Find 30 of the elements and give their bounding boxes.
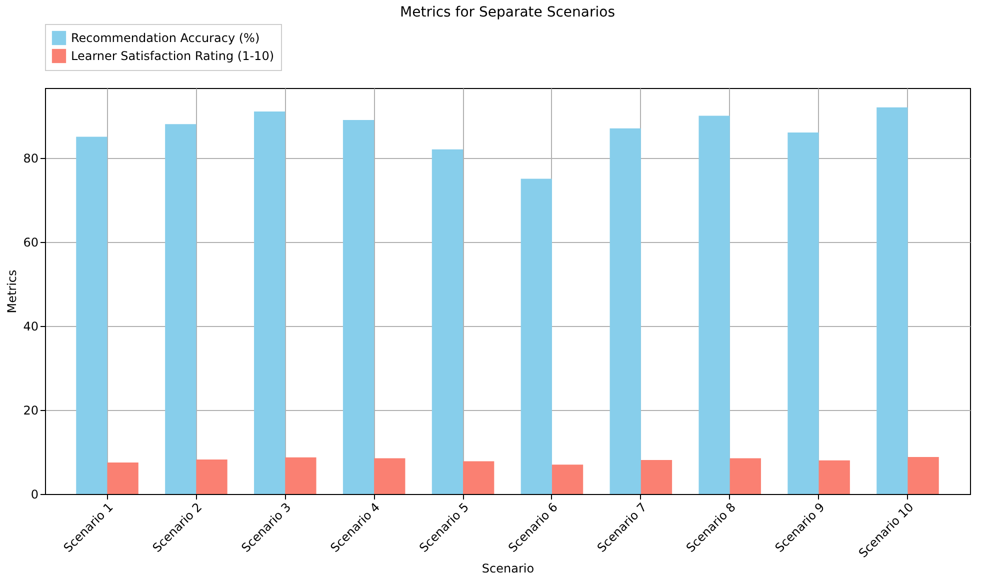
bar [610,128,641,494]
x-axis-title: Scenario [482,562,534,576]
bar [76,136,108,494]
y-tick-label: 0 [30,488,38,502]
bar [640,460,672,494]
bar [374,458,406,494]
y-tick-label: 40 [23,319,38,334]
bar [908,457,939,494]
bar [432,149,464,494]
bar [730,458,761,494]
chart-title: Metrics for Separate Scenarios [400,4,615,20]
y-tick-label: 80 [23,151,38,166]
bar [254,112,286,494]
bar [107,462,138,494]
bar [196,460,228,494]
bar [520,178,552,494]
legend-label: Recommendation Accuracy (%) [71,31,260,45]
bar [342,120,374,494]
bar [818,460,850,494]
bar [285,457,316,494]
bar [876,107,908,494]
bar [788,132,819,494]
bar [552,464,584,494]
y-tick-label: 20 [23,403,38,418]
legend-label: Learner Satisfaction Rating (1-10) [71,49,274,63]
bar [698,116,730,494]
bar [165,124,196,494]
bar [463,461,494,494]
y-axis-title: Metrics [5,270,20,314]
y-tick-label: 60 [23,235,38,250]
